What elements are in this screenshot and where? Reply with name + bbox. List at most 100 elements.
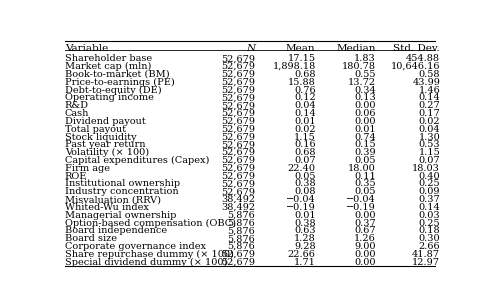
Text: 52,679: 52,679 (221, 93, 255, 102)
Text: 0.07: 0.07 (294, 156, 316, 165)
Text: 0.34: 0.34 (354, 86, 376, 95)
Text: 52,679: 52,679 (221, 86, 255, 95)
Text: 13.72: 13.72 (348, 78, 376, 87)
Text: 1.71: 1.71 (294, 258, 316, 267)
Text: R&D: R&D (65, 101, 89, 110)
Text: 5,876: 5,876 (227, 234, 255, 243)
Text: 0.03: 0.03 (418, 211, 440, 220)
Text: 0.05: 0.05 (355, 156, 376, 165)
Text: 38,492: 38,492 (221, 195, 255, 204)
Text: 0.40: 0.40 (418, 172, 440, 181)
Text: ROE: ROE (65, 172, 87, 181)
Text: 0.01: 0.01 (355, 125, 376, 134)
Text: 0.07: 0.07 (418, 156, 440, 165)
Text: Board independence: Board independence (65, 226, 167, 235)
Text: 38,492: 38,492 (221, 203, 255, 212)
Text: 5,876: 5,876 (227, 242, 255, 251)
Text: 0.63: 0.63 (294, 226, 316, 235)
Text: Mean: Mean (286, 44, 316, 53)
Text: 0.67: 0.67 (355, 226, 376, 235)
Text: 0.74: 0.74 (354, 132, 376, 141)
Text: 0.11: 0.11 (354, 172, 376, 181)
Text: 52,679: 52,679 (221, 156, 255, 165)
Text: Debt-to-equity (DE): Debt-to-equity (DE) (65, 86, 161, 95)
Text: 0.05: 0.05 (294, 172, 316, 181)
Text: 5,876: 5,876 (227, 219, 255, 228)
Text: 0.39: 0.39 (355, 148, 376, 157)
Text: 12.97: 12.97 (412, 258, 440, 267)
Text: 52,679: 52,679 (221, 62, 255, 71)
Text: 10,646.16: 10,646.16 (391, 62, 440, 71)
Text: 52,679: 52,679 (221, 78, 255, 87)
Text: 0.30: 0.30 (418, 234, 440, 243)
Text: 0.01: 0.01 (294, 211, 316, 220)
Text: 0.02: 0.02 (294, 125, 316, 134)
Text: 52,679: 52,679 (221, 148, 255, 157)
Text: Book-to-market (BM): Book-to-market (BM) (65, 70, 169, 79)
Text: 52,679: 52,679 (221, 109, 255, 118)
Text: 0.15: 0.15 (355, 140, 376, 149)
Text: 52,679: 52,679 (221, 70, 255, 79)
Text: Operating income: Operating income (65, 93, 153, 102)
Text: 0.14: 0.14 (294, 109, 316, 118)
Text: 0.68: 0.68 (294, 148, 316, 157)
Text: 0.53: 0.53 (418, 140, 440, 149)
Text: 0.13: 0.13 (354, 93, 376, 102)
Text: Corporate governance index: Corporate governance index (65, 242, 206, 251)
Text: 52,679: 52,679 (221, 250, 255, 259)
Text: Total payout: Total payout (65, 125, 126, 134)
Text: 0.01: 0.01 (294, 117, 316, 126)
Text: 0.04: 0.04 (418, 125, 440, 134)
Text: 1.83: 1.83 (354, 54, 376, 63)
Text: 52,679: 52,679 (221, 125, 255, 134)
Text: 1.28: 1.28 (294, 234, 316, 243)
Text: Volatility (× 100): Volatility (× 100) (65, 148, 149, 157)
Text: 22.40: 22.40 (288, 164, 316, 173)
Text: 0.37: 0.37 (418, 195, 440, 204)
Text: 0.37: 0.37 (354, 219, 376, 228)
Text: 52,679: 52,679 (221, 54, 255, 63)
Text: Special dividend dummy (× 100): Special dividend dummy (× 100) (65, 258, 227, 267)
Text: 18.03: 18.03 (412, 164, 440, 173)
Text: −0.19: −0.19 (286, 203, 316, 212)
Text: 1.15: 1.15 (294, 132, 316, 141)
Text: −0.19: −0.19 (346, 203, 376, 212)
Text: Variable: Variable (65, 44, 108, 53)
Text: −0.04: −0.04 (286, 195, 316, 204)
Text: Market cap (mln): Market cap (mln) (65, 62, 151, 71)
Text: 1.15: 1.15 (418, 148, 440, 157)
Text: Std. Dev.: Std. Dev. (393, 44, 440, 53)
Text: 0.14: 0.14 (418, 203, 440, 212)
Text: 43.99: 43.99 (412, 78, 440, 87)
Text: 17.15: 17.15 (288, 54, 316, 63)
Text: Capital expenditures (Capex): Capital expenditures (Capex) (65, 156, 209, 165)
Text: Share repurchase dummy (× 100): Share repurchase dummy (× 100) (65, 250, 234, 259)
Text: 0.38: 0.38 (294, 180, 316, 188)
Text: 1.26: 1.26 (354, 234, 376, 243)
Text: 9.00: 9.00 (355, 242, 376, 251)
Text: 0.76: 0.76 (294, 86, 316, 95)
Text: Dividend payout: Dividend payout (65, 117, 146, 126)
Text: 2.66: 2.66 (418, 242, 440, 251)
Text: Shareholder base: Shareholder base (65, 54, 152, 63)
Text: 0.00: 0.00 (355, 258, 376, 267)
Text: Managerial ownership: Managerial ownership (65, 211, 176, 220)
Text: 0.14: 0.14 (418, 93, 440, 102)
Text: 0.12: 0.12 (294, 93, 316, 102)
Text: Misvaluation (RRV): Misvaluation (RRV) (65, 195, 161, 204)
Text: Industry concentration: Industry concentration (65, 187, 178, 196)
Text: 1.30: 1.30 (418, 132, 440, 141)
Text: 18.00: 18.00 (348, 164, 376, 173)
Text: 0.04: 0.04 (294, 101, 316, 110)
Text: −0.04: −0.04 (346, 195, 376, 204)
Text: 5,876: 5,876 (227, 226, 255, 235)
Text: 52,679: 52,679 (221, 164, 255, 173)
Text: 0.25: 0.25 (418, 219, 440, 228)
Text: 0.68: 0.68 (294, 70, 316, 79)
Text: 52,679: 52,679 (221, 140, 255, 149)
Text: 0.27: 0.27 (418, 101, 440, 110)
Text: 180.78: 180.78 (342, 62, 376, 71)
Text: Board size: Board size (65, 234, 117, 243)
Text: 0.08: 0.08 (294, 187, 316, 196)
Text: 0.02: 0.02 (418, 117, 440, 126)
